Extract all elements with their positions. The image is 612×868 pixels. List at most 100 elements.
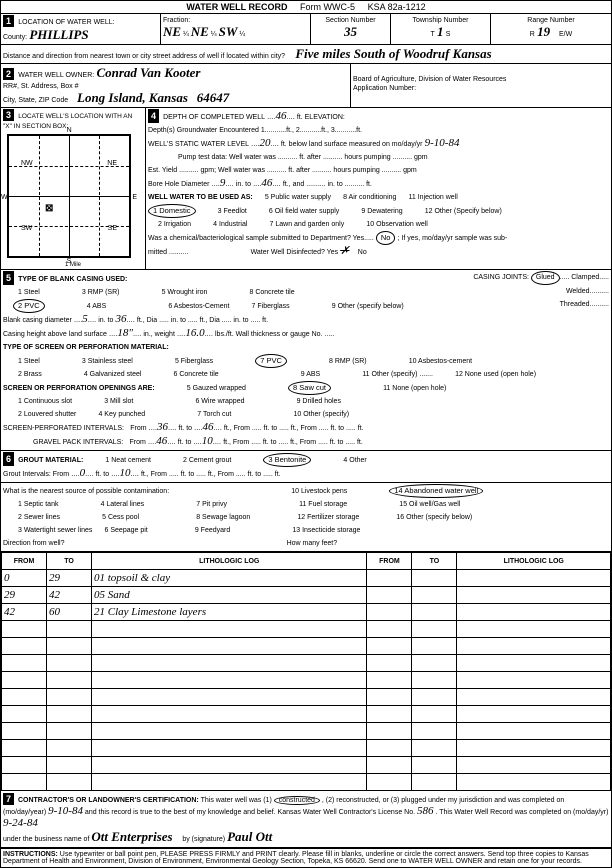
- depth-value[interactable]: 46: [275, 110, 286, 122]
- log-row[interactable]: [2, 672, 611, 689]
- log-row[interactable]: 426021 Clay Limestone layers: [2, 604, 611, 621]
- o3[interactable]: 3 Mill slot: [104, 398, 133, 405]
- joint-threaded[interactable]: Threaded: [560, 301, 590, 308]
- diam-value[interactable]: 5: [82, 313, 88, 325]
- g1[interactable]: 1 Neat cement: [105, 457, 151, 464]
- use1[interactable]: 1 Domestic: [148, 204, 196, 218]
- casing2[interactable]: 2 PVC: [13, 299, 45, 313]
- c14[interactable]: 14 Abandoned water well: [389, 484, 483, 498]
- c7[interactable]: 7 Pit privy: [196, 501, 227, 508]
- c10[interactable]: 10 Livestock pens: [291, 488, 347, 495]
- use9[interactable]: 9 Dewatering: [361, 208, 402, 215]
- gravel-v1[interactable]: 46: [156, 435, 167, 447]
- c1[interactable]: 1 Septic tank: [18, 501, 58, 508]
- o5[interactable]: 5 Gauzed wrapped: [187, 385, 246, 392]
- gi1[interactable]: 0: [80, 467, 86, 479]
- use7[interactable]: 7 Lawn and garden only: [270, 221, 345, 228]
- s8[interactable]: 8 RMP (SR): [329, 358, 367, 365]
- g2[interactable]: 2 Cement grout: [183, 457, 231, 464]
- county-value[interactable]: PHILLIPS: [29, 27, 88, 42]
- use2[interactable]: 2 Irrigation: [158, 221, 191, 228]
- s7[interactable]: 7 PVC: [255, 354, 287, 368]
- s5[interactable]: 5 Fiberglass: [175, 358, 213, 365]
- log-row[interactable]: [2, 655, 611, 672]
- use5[interactable]: 5 Public water supply: [265, 194, 331, 201]
- g3[interactable]: 3 Bentonite: [263, 453, 311, 467]
- section-value[interactable]: 35: [344, 24, 357, 39]
- weight-value[interactable]: 16.0: [185, 327, 204, 339]
- o11[interactable]: 11 None (open hole): [383, 385, 446, 392]
- log-row[interactable]: [2, 723, 611, 740]
- use10[interactable]: 10 Observation well: [366, 221, 427, 228]
- c3[interactable]: 3 Watertight sewer lines: [18, 527, 92, 534]
- bore1[interactable]: 9: [220, 177, 226, 189]
- s12[interactable]: 12 None used (open hole): [455, 371, 536, 378]
- o1[interactable]: 1 Continuous slot: [18, 398, 72, 405]
- log-row[interactable]: [2, 757, 611, 774]
- casing5[interactable]: 5 Wrought iron: [162, 289, 208, 296]
- c16[interactable]: 16 Other (specify below): [396, 514, 472, 521]
- diam-to[interactable]: 36: [116, 313, 127, 325]
- c8[interactable]: 8 Sewage lagoon: [196, 514, 250, 521]
- o7[interactable]: 7 Torch cut: [197, 411, 231, 418]
- s11[interactable]: 11 Other (specify) .......: [362, 371, 433, 378]
- range-value[interactable]: 19: [537, 24, 550, 39]
- frac3[interactable]: SW: [219, 24, 238, 39]
- joint-glued[interactable]: Glued: [531, 271, 560, 285]
- sig-value[interactable]: Paul Ott: [227, 829, 272, 844]
- zip-value[interactable]: 64647: [197, 90, 230, 105]
- twp-value[interactable]: 1: [437, 24, 444, 39]
- static-value[interactable]: 20: [259, 137, 270, 149]
- perf-v1[interactable]: 36: [157, 421, 168, 433]
- log-row[interactable]: [2, 706, 611, 723]
- c6[interactable]: 6 Seepage pit: [105, 527, 148, 534]
- c4[interactable]: 4 Lateral lines: [101, 501, 145, 508]
- constructed[interactable]: constructed: [274, 796, 320, 805]
- o8[interactable]: 8 Saw cut: [288, 381, 331, 395]
- distance-value[interactable]: Five miles South of Woodruf Kansas: [295, 46, 491, 61]
- s9[interactable]: 9 ABS: [301, 371, 320, 378]
- use12[interactable]: 12 Other (Specify below): [425, 208, 502, 215]
- s2[interactable]: 2 Brass: [18, 371, 42, 378]
- bact-no[interactable]: No: [376, 231, 396, 245]
- casing3[interactable]: 3 RMP (SR): [82, 289, 120, 296]
- c13[interactable]: 13 Insecticide storage: [292, 527, 360, 534]
- log-row[interactable]: [2, 621, 611, 638]
- o6[interactable]: 6 Wire wrapped: [195, 398, 244, 405]
- log-row[interactable]: 02901 topsoil & clay: [2, 570, 611, 587]
- joint-welded[interactable]: Welded: [566, 288, 590, 295]
- o4[interactable]: 4 Key punched: [98, 411, 145, 418]
- s3[interactable]: 3 Stainless steel: [82, 358, 133, 365]
- disinf-no[interactable]: No: [358, 249, 367, 256]
- casing8[interactable]: 8 Concrete tile: [249, 289, 294, 296]
- log-row[interactable]: [2, 740, 611, 757]
- frac2[interactable]: NE: [191, 24, 209, 39]
- use11[interactable]: 11 Injection well: [409, 194, 458, 201]
- rec-date[interactable]: 9-24-84: [3, 817, 38, 829]
- log-row[interactable]: [2, 689, 611, 706]
- height-value[interactable]: 18": [117, 327, 133, 339]
- static-date[interactable]: 9-10-84: [425, 137, 460, 149]
- c2[interactable]: 2 Sewer lines: [18, 514, 60, 521]
- c9[interactable]: 9 Feedyard: [195, 527, 230, 534]
- s10[interactable]: 10 Asbestos-cement: [409, 358, 472, 365]
- c5[interactable]: 5 Cess pool: [102, 514, 139, 521]
- o10[interactable]: 10 Other (specify): [293, 411, 349, 418]
- s4[interactable]: 4 Galvanized steel: [84, 371, 142, 378]
- casing4[interactable]: 4 ABS: [87, 303, 106, 310]
- city-value[interactable]: Long Island, Kansas: [77, 90, 188, 105]
- g4[interactable]: 4 Other: [343, 457, 366, 464]
- owner-value[interactable]: Conrad Van Kooter: [96, 65, 200, 80]
- disinf-yes-mark[interactable]: ✗: [340, 245, 349, 257]
- log-row[interactable]: [2, 638, 611, 655]
- casing7[interactable]: 7 Fiberglass: [252, 303, 290, 310]
- use3[interactable]: 3 Feedlot: [218, 208, 247, 215]
- joint-clamped[interactable]: Clamped: [571, 274, 599, 281]
- log-row[interactable]: 294205 Sand: [2, 587, 611, 604]
- log-row[interactable]: [2, 774, 611, 791]
- casing1[interactable]: 1 Steel: [18, 289, 40, 296]
- use8[interactable]: 8 Air conditioning: [343, 194, 396, 201]
- c12[interactable]: 12 Fertilizer storage: [297, 514, 359, 521]
- o9[interactable]: 9 Drilled holes: [297, 398, 341, 405]
- use6[interactable]: 6 Oil field water supply: [269, 208, 339, 215]
